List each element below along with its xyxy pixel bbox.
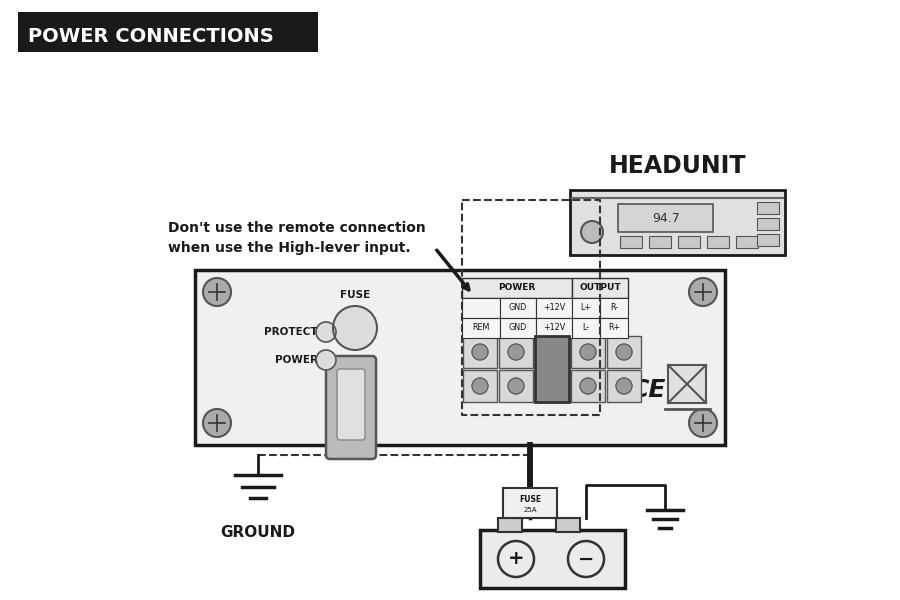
Bar xyxy=(571,336,605,368)
Text: GND: GND xyxy=(508,304,527,313)
Bar xyxy=(572,278,628,298)
Bar xyxy=(462,278,572,298)
Circle shape xyxy=(203,278,231,306)
Bar xyxy=(18,12,318,52)
FancyBboxPatch shape xyxy=(337,369,365,440)
Circle shape xyxy=(508,344,524,360)
Circle shape xyxy=(689,278,717,306)
Bar xyxy=(620,236,642,248)
Bar xyxy=(678,236,700,248)
Circle shape xyxy=(580,378,596,394)
Bar xyxy=(618,204,713,232)
Bar xyxy=(757,234,779,246)
Text: PROTECT: PROTECT xyxy=(265,327,318,337)
Text: +: + xyxy=(508,550,524,569)
Circle shape xyxy=(316,322,336,342)
Bar xyxy=(571,370,605,402)
Circle shape xyxy=(508,378,524,394)
Text: +12V: +12V xyxy=(543,304,565,313)
Bar xyxy=(600,298,628,318)
Text: GND: GND xyxy=(508,323,527,332)
Text: GROUND: GROUND xyxy=(220,525,295,540)
Bar xyxy=(536,298,572,318)
Text: −: − xyxy=(578,550,594,569)
Text: FUSE: FUSE xyxy=(519,494,541,503)
Text: R+: R+ xyxy=(608,323,620,332)
Bar xyxy=(462,318,500,338)
Circle shape xyxy=(544,344,560,360)
Bar xyxy=(707,236,729,248)
Bar xyxy=(600,318,628,338)
Circle shape xyxy=(616,344,632,360)
Bar xyxy=(498,518,522,532)
Text: REM: REM xyxy=(472,323,490,332)
Text: L+: L+ xyxy=(580,304,591,313)
Circle shape xyxy=(472,378,488,394)
Circle shape xyxy=(616,378,632,394)
Text: FUSE: FUSE xyxy=(340,290,370,300)
Bar xyxy=(607,370,641,402)
Bar xyxy=(462,298,500,318)
Text: R-: R- xyxy=(610,304,618,313)
Bar xyxy=(535,336,569,402)
Text: CE: CE xyxy=(630,378,666,402)
Circle shape xyxy=(333,306,377,350)
Text: when use the High-lever input.: when use the High-lever input. xyxy=(168,241,410,255)
Bar xyxy=(536,318,572,338)
Bar xyxy=(572,298,600,318)
FancyBboxPatch shape xyxy=(326,356,376,459)
Text: POWER: POWER xyxy=(499,283,536,292)
Bar xyxy=(503,488,557,518)
Bar xyxy=(500,318,536,338)
Bar xyxy=(195,270,725,445)
Bar xyxy=(535,336,569,368)
Bar xyxy=(607,336,641,368)
Text: POWER CONNECTIONS: POWER CONNECTIONS xyxy=(28,28,274,46)
Text: HEADUNIT: HEADUNIT xyxy=(608,154,746,178)
Bar xyxy=(572,318,600,338)
Bar xyxy=(570,190,785,255)
Bar xyxy=(463,370,497,402)
Bar xyxy=(463,336,497,368)
Circle shape xyxy=(203,409,231,437)
Text: 25A: 25A xyxy=(523,507,536,513)
Bar xyxy=(649,236,671,248)
Text: 94.7: 94.7 xyxy=(652,211,680,224)
Bar xyxy=(556,518,580,532)
Circle shape xyxy=(689,409,717,437)
Bar xyxy=(480,530,625,588)
Bar xyxy=(668,365,706,403)
Bar xyxy=(757,202,779,214)
Text: Don't use the remote connection: Don't use the remote connection xyxy=(168,221,426,235)
Bar xyxy=(499,336,533,368)
Ellipse shape xyxy=(581,221,603,243)
Text: POWER: POWER xyxy=(275,355,318,365)
Circle shape xyxy=(544,378,560,394)
Bar xyxy=(736,236,758,248)
Bar xyxy=(500,298,536,318)
Text: OUTPUT: OUTPUT xyxy=(580,283,621,292)
Text: L-: L- xyxy=(582,323,590,332)
Bar xyxy=(535,370,569,402)
Circle shape xyxy=(472,344,488,360)
Bar xyxy=(757,218,779,230)
Circle shape xyxy=(580,344,596,360)
Text: +12V: +12V xyxy=(543,323,565,332)
Circle shape xyxy=(316,350,336,370)
Bar xyxy=(499,370,533,402)
